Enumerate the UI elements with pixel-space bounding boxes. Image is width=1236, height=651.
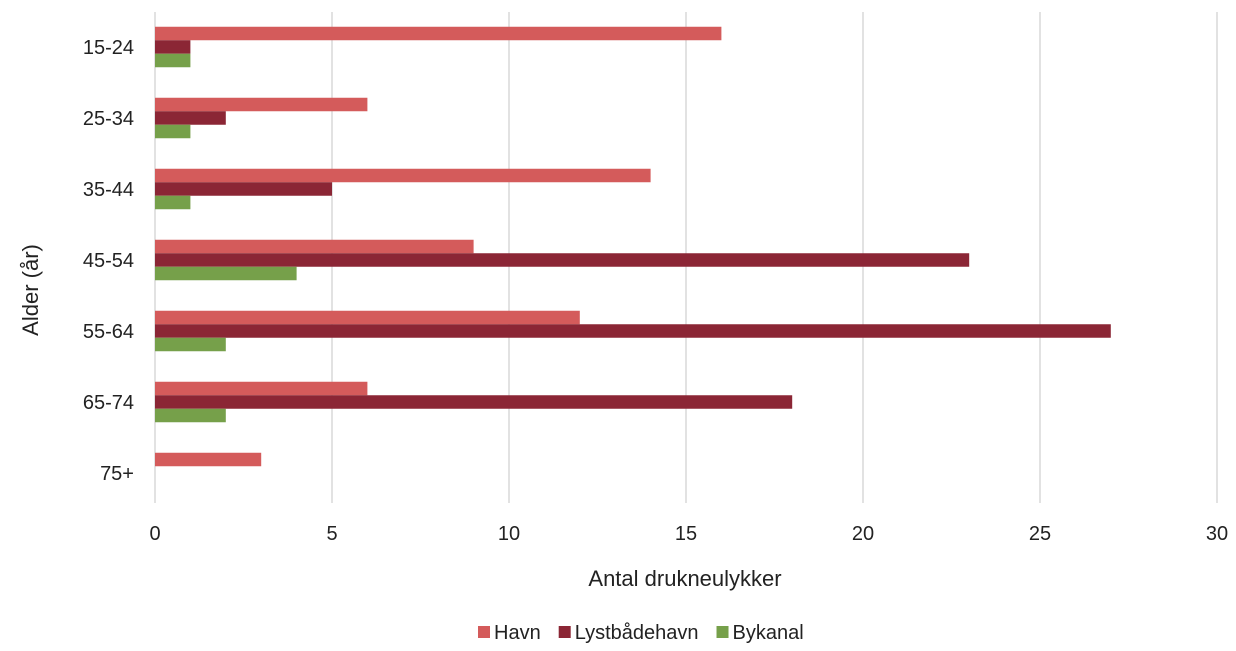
legend-item-havn: Havn (478, 622, 541, 644)
y-tick-label: 65-74 (83, 392, 134, 414)
bar-lystbådehavn-45-54 (155, 253, 970, 267)
bar-havn-45-54 (155, 239, 474, 254)
bar-lystbådehavn-35-44 (155, 182, 332, 196)
legend-swatch (478, 626, 490, 638)
bar-bykanal-65-74 (155, 408, 226, 423)
bar-lystbådehavn-55-64 (155, 324, 1111, 338)
bar-havn-25-34 (155, 97, 368, 112)
x-tick-labels: 0 5 10 15 20 25 30 (149, 523, 1228, 545)
bar-lystbådehavn-15-24 (155, 40, 191, 54)
bar-bykanal-35-44 (155, 195, 191, 210)
y-tick-label: 15-24 (83, 37, 134, 59)
bar-havn-75+ (155, 452, 262, 467)
x-tick-label: 5 (326, 523, 337, 545)
x-tick-label: 0 (149, 523, 160, 545)
y-tick-label: 75+ (100, 463, 134, 485)
legend-item-bykanal: Bykanal (716, 622, 804, 644)
legend-swatch (558, 626, 571, 638)
y-tick-label: 55-64 (83, 321, 134, 343)
x-tick-label: 25 (1029, 523, 1051, 545)
y-tick-label: 45-54 (83, 250, 134, 272)
x-axis-title: Antal drukneulykker (588, 566, 781, 591)
legend-label: Bykanal (733, 622, 804, 644)
bar-lystbådehavn-65-74 (155, 395, 793, 409)
y-tick-label: 35-44 (83, 179, 134, 201)
legend-label: Havn (494, 622, 541, 644)
legend-label: Lystbådehavn (575, 622, 699, 644)
bar-lystbådehavn-25-34 (155, 111, 226, 125)
y-axis-title: Alder (år) (18, 244, 43, 336)
bars (155, 26, 1111, 467)
x-tick-label: 15 (675, 523, 697, 545)
x-tick-label: 10 (498, 523, 520, 545)
bar-bykanal-15-24 (155, 53, 191, 68)
bar-havn-15-24 (155, 26, 722, 41)
y-tick-labels: 15-24 25-34 35-44 45-54 55-64 65-74 75+ (83, 37, 134, 485)
legend-swatch (716, 626, 729, 638)
bar-havn-55-64 (155, 310, 580, 325)
bar-havn-65-74 (155, 381, 368, 396)
x-tick-label: 30 (1206, 523, 1228, 545)
legend-item-lystbådehavn: Lystbådehavn (558, 622, 699, 644)
x-tick-label: 20 (852, 523, 874, 545)
y-tick-label: 25-34 (83, 108, 134, 130)
bar-bykanal-55-64 (155, 337, 226, 352)
legend: Havn Lystbådehavn Bykanal (478, 622, 804, 644)
bar-bykanal-45-54 (155, 266, 297, 281)
bar-havn-35-44 (155, 168, 651, 183)
bar-bykanal-25-34 (155, 124, 191, 139)
